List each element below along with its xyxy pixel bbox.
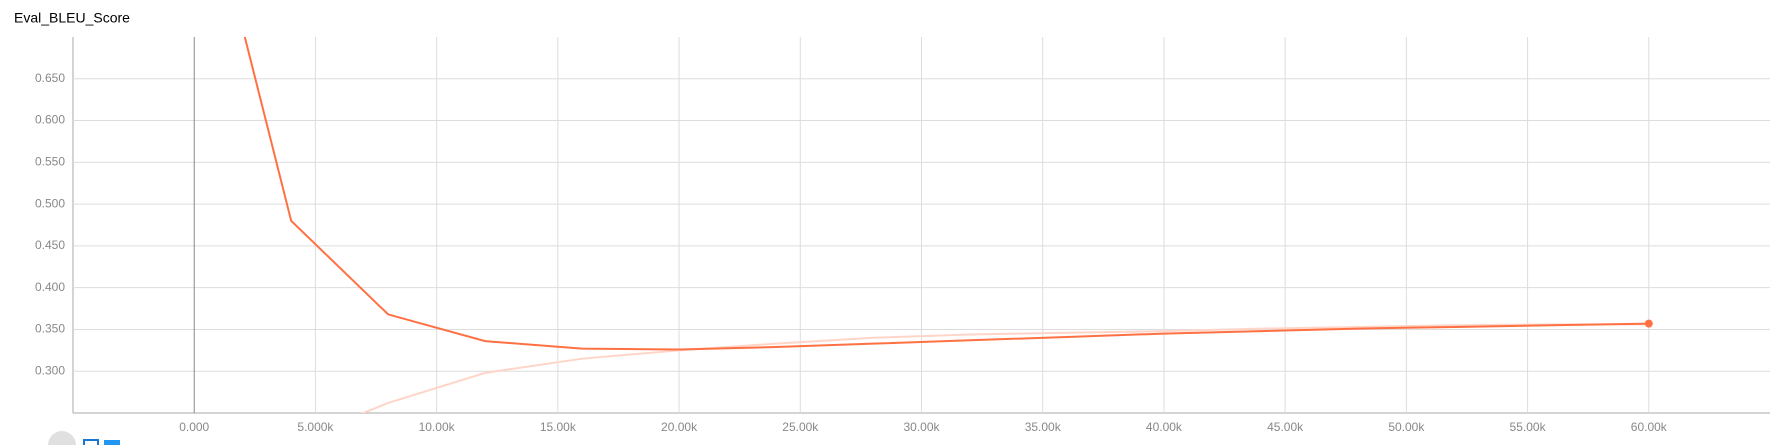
y-tick-label: 0.300 [35, 363, 65, 377]
x-tick-label: 25.00k [782, 420, 819, 434]
y-tick-label: 0.400 [35, 280, 65, 294]
x-tick-label: 40.00k [1146, 420, 1183, 434]
x-tick-label: 30.00k [903, 420, 940, 434]
x-tick-label: 5.000k [297, 420, 334, 434]
x-tick-label: 60.00k [1631, 420, 1668, 434]
chart-title: Eval_BLEU_Score [14, 10, 130, 26]
x-tick-label: 10.00k [419, 420, 456, 434]
x-tick-label: 50.00k [1388, 420, 1425, 434]
icon[interactable] [83, 439, 99, 445]
grid: 0.300 0.350 0.400 0.450 0.500 0.550 0.600 0.650… [35, 37, 1770, 434]
x-tick-label: 35.00k [1025, 420, 1062, 434]
icon[interactable] [48, 431, 76, 445]
point-marker [1644, 319, 1653, 328]
x-tick-label: 15.00k [540, 420, 577, 434]
y-tick-label: 0.600 [35, 113, 65, 127]
x-tick-label: 20.00k [661, 420, 698, 434]
y-tick-label: 0.500 [35, 196, 65, 210]
series-line [360, 323, 1649, 413]
series-line [243, 37, 1649, 351]
plot-area [243, 37, 1653, 413]
icon[interactable] [104, 440, 120, 445]
x-tick-label: 45.00k [1267, 420, 1304, 434]
y-tick-label: 0.450 [35, 238, 65, 252]
y-tick-label: 0.350 [35, 322, 65, 336]
x-tick-label: 0.000 [179, 420, 209, 434]
x-tick-label: 55.00k [1510, 420, 1547, 434]
y-tick-label: 0.550 [35, 155, 65, 169]
y-tick-label: 0.650 [35, 71, 65, 85]
